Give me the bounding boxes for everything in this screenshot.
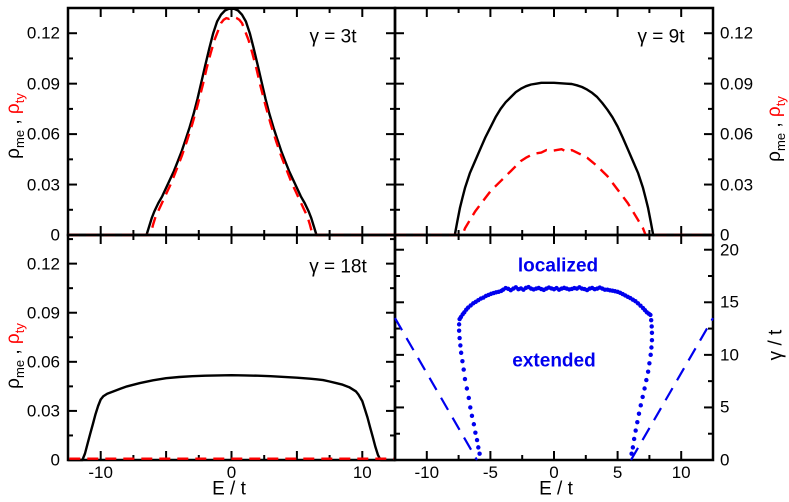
scatter-dot-mobility-edge-boundary	[456, 322, 462, 327]
rho-me-symbol: ρ	[764, 151, 786, 162]
curve-band-edge-line-left-phase	[394, 317, 478, 461]
y-tick-label-phase: 20	[720, 240, 739, 260]
scatter-dot-mobility-edge-boundary	[462, 376, 468, 382]
rho-ty-symbol: ρ	[764, 106, 786, 118]
curve-rho_ty-gamma-9t	[395, 148, 713, 237]
y-tick-label-gamma-18t: 0.12	[26, 254, 60, 274]
rho-ty-subscript: ty	[11, 323, 27, 334]
y-tick-label-gamma-3t: 0.09	[26, 74, 60, 94]
panel-title-gamma-18t: γ = 18t	[309, 256, 367, 278]
scatter-dot-mobility-edge-boundary	[649, 345, 654, 350]
panel-title-gamma-3t: γ = 3t	[309, 26, 357, 48]
y-axis-title-bottom-left: ρme , ρty	[3, 323, 27, 389]
y-axis-title-phase: γ / t	[765, 329, 787, 361]
scatter-dot-mobility-edge-boundary	[649, 337, 655, 343]
scatter-dot-mobility-edge-boundary	[647, 361, 652, 366]
y-tick-label-phase: 5	[720, 397, 730, 417]
y-tick-label-gamma-9t: 0.09	[720, 74, 754, 94]
scatter-dot-mobility-edge-boundary	[631, 436, 637, 442]
scatter-dot-mobility-edge-boundary	[458, 350, 464, 355]
x-tick-label-gamma-18t: -10	[88, 463, 113, 482]
rho-ty-subscript: ty	[11, 93, 27, 104]
comma-separator: ,	[764, 117, 786, 133]
scatter-dot-mobility-edge-boundary	[461, 367, 466, 372]
comma-separator: ,	[3, 114, 25, 130]
scatter-dot-mobility-edge-boundary	[464, 386, 470, 391]
x-tick-label-phase: 5	[612, 463, 623, 482]
scatter-dot-mobility-edge-boundary	[458, 343, 463, 348]
comma-separator: ,	[3, 344, 25, 360]
scatter-dot-mobility-edge-boundary	[638, 403, 643, 408]
y-tick-label-phase: 10	[720, 345, 739, 365]
y-tick-label-gamma-3t: 0.03	[26, 175, 60, 195]
scatter-dot-mobility-edge-boundary	[645, 369, 651, 374]
y-tick-label-gamma-3t: 0	[50, 225, 60, 245]
y-tick-label-gamma-9t: 0.12	[720, 23, 754, 43]
annotation-localized: localized	[517, 255, 599, 277]
x-tick-label-phase: -10	[414, 463, 440, 482]
x-tick-label-phase: 10	[671, 463, 691, 482]
rho-ty-symbol: ρ	[3, 333, 25, 345]
scatter-dot-mobility-edge-boundary	[630, 445, 636, 450]
y-tick-label-gamma-18t: 0.06	[26, 352, 60, 372]
curve-rho_ty-gamma-3t	[68, 16, 395, 237]
scatter-dot-mobility-edge-boundary	[636, 411, 642, 416]
rho-ty-symbol: ρ	[3, 103, 25, 115]
scatter-dot-mobility-edge-boundary	[644, 377, 649, 383]
x-tick-label-gamma-18t: 0	[226, 463, 237, 482]
scatter-dot-mobility-edge-boundary	[471, 422, 477, 427]
x-tick-label-phase: 0	[549, 463, 559, 482]
scatter-dot-mobility-edge-boundary	[635, 419, 640, 425]
x-axis-title-right: E / t	[539, 478, 573, 500]
y-tick-label-gamma-18t: 0.09	[26, 303, 60, 323]
scatter-dot-mobility-edge-boundary	[640, 394, 645, 400]
scatter-dot-mobility-edge-boundary	[642, 386, 647, 391]
scatter-dot-mobility-edge-boundary	[648, 317, 654, 323]
x-axis-title-left: E / t	[212, 478, 246, 500]
annotation-extended: extended	[512, 350, 596, 372]
x-tick-label-gamma-18t: 10	[352, 463, 372, 482]
scatter-dot-mobility-edge-boundary	[460, 358, 465, 364]
y-axis-title-top-left: ρme , ρty	[3, 93, 27, 159]
scatter-dot-mobility-edge-boundary	[456, 328, 462, 333]
curve-rho_me-gamma-18t	[68, 374, 395, 462]
scatter-dot-mobility-edge-boundary	[466, 395, 471, 401]
y-tick-label-phase: 15	[720, 292, 739, 312]
scatter-dot-mobility-edge-boundary	[469, 413, 475, 419]
y-tick-label-gamma-3t: 0.06	[26, 124, 60, 144]
rho-me-subscript: me	[11, 359, 27, 379]
x-tick-label-phase: -5	[482, 463, 498, 482]
scatter-dot-mobility-edge-boundary	[457, 335, 462, 341]
y-tick-label-gamma-9t: 0	[720, 225, 730, 245]
y-tick-label-gamma-3t: 0.12	[26, 23, 60, 43]
rho-ty-subscript: ty	[772, 96, 788, 107]
curve-rho_me-gamma-9t	[395, 81, 713, 237]
scatter-dot-mobility-edge-boundary	[476, 445, 481, 450]
scatter-dot-mobility-edge-boundary	[649, 330, 655, 335]
rho-me-symbol: ρ	[3, 148, 25, 159]
scatter-dot-mobility-edge-boundary	[474, 437, 480, 443]
rho-me-symbol: ρ	[3, 378, 25, 389]
y-tick-label-phase: 0	[720, 450, 730, 470]
y-tick-label-gamma-9t: 0.03	[720, 175, 754, 195]
y-tick-label-gamma-18t: 0	[50, 450, 60, 470]
rho-me-subscript: me	[11, 129, 27, 149]
y-tick-label-gamma-9t: 0.06	[720, 124, 754, 144]
curve-rho_me-gamma-3t	[68, 7, 395, 237]
scatter-dot-mobility-edge-boundary	[633, 428, 638, 433]
rho-me-subscript: me	[772, 132, 788, 152]
y-axis-title-top-right: ρme , ρty	[764, 96, 788, 162]
scatter-dot-mobility-edge-boundary	[649, 324, 654, 329]
scatter-dot-mobility-edge-boundary	[648, 312, 653, 318]
curve-band-edge-line-right-phase	[630, 317, 714, 461]
panel-title-gamma-9t: γ = 9t	[637, 26, 685, 48]
scatter-dot-mobility-edge-boundary	[629, 451, 634, 456]
scatter-dot-mobility-edge-boundary	[477, 451, 482, 456]
scatter-dot-mobility-edge-boundary	[468, 405, 473, 410]
y-tick-label-gamma-18t: 0.03	[26, 401, 60, 421]
scatter-dot-mobility-edge-boundary	[648, 352, 653, 358]
scatter-dot-mobility-edge-boundary	[473, 430, 478, 435]
